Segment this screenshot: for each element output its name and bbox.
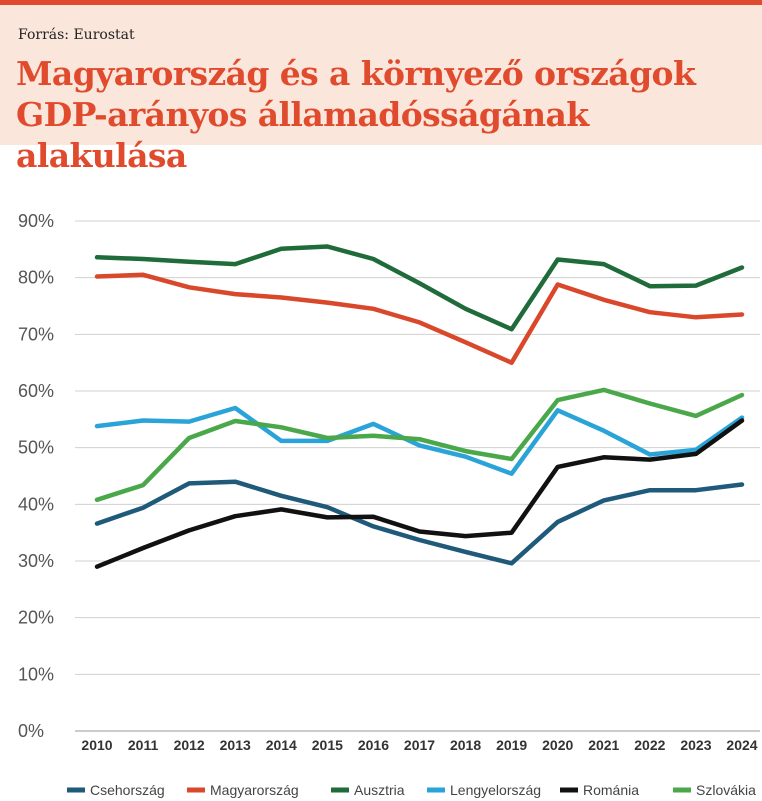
y-tick-label: 20%	[18, 608, 54, 628]
y-axis-ticks: 0% 10% 20% 30% 40% 50% 60% 70% 80% 90%	[18, 211, 54, 741]
series-line-lengyelorszag	[94, 405, 745, 476]
series-line-magyarorszag	[94, 272, 745, 365]
x-tick-label: 2018	[450, 737, 481, 753]
x-tick-label: 2024	[726, 737, 757, 753]
header-banner: Forrás: Eurostat Magyarország és a körny…	[0, 5, 762, 175]
legend-label-magyarorszag: Magyarország	[210, 782, 299, 798]
y-tick-label: 70%	[18, 324, 54, 344]
x-tick-label: 2012	[174, 737, 205, 753]
legend-label-lengyelorszag: Lengyelország	[450, 782, 541, 798]
chart-title: Magyarország és a környező országok GDP-…	[16, 53, 756, 176]
legend-label-ausztria: Ausztria	[354, 782, 405, 798]
x-tick-label: 2019	[496, 737, 527, 753]
grid-lines	[75, 220, 760, 732]
source-note: Forrás: Eurostat	[18, 27, 135, 43]
x-tick-label: 2017	[404, 737, 435, 753]
y-tick-label: 40%	[18, 494, 54, 514]
chart-title-line-2: GDP-arányos államadósságának alakulása	[16, 95, 589, 175]
series-lines	[94, 244, 745, 569]
x-axis-ticks: 2010 2011 2012 2013 2014 2015 2016 2017 2018 2019…	[81, 737, 757, 753]
x-tick-label: 2023	[680, 737, 711, 753]
y-tick-label: 50%	[18, 438, 54, 458]
series-line-szlovakia	[94, 387, 745, 503]
x-tick-label: 2013	[220, 737, 251, 753]
series-line-csehorszag	[94, 479, 745, 566]
legend-label-csehorszag: Csehország	[90, 782, 165, 798]
x-tick-label: 2014	[266, 737, 297, 753]
y-tick-label: 60%	[18, 381, 54, 401]
x-tick-label: 2010	[81, 737, 112, 753]
x-tick-label: 2021	[588, 737, 619, 753]
y-tick-label: 30%	[18, 551, 54, 571]
series-line-romania	[94, 418, 745, 569]
legend-label-romania: Románia	[583, 782, 639, 798]
legend: Csehország Magyarország Ausztria Lengyelors…	[67, 782, 756, 798]
x-tick-label: 2016	[358, 737, 389, 753]
top-accent-rule	[0, 0, 762, 5]
y-tick-label: 80%	[18, 268, 54, 288]
chart-title-line-1: Magyarország és a környező országok	[16, 54, 696, 93]
legend-label-szlovakia: Szlovákia	[696, 782, 756, 798]
y-tick-label: 10%	[18, 664, 54, 684]
x-tick-label: 2020	[542, 737, 573, 753]
x-tick-label: 2022	[634, 737, 665, 753]
x-tick-label: 2011	[128, 737, 159, 753]
series-line-ausztria	[94, 244, 745, 332]
y-tick-label: 0%	[18, 721, 44, 741]
x-tick-label: 2015	[312, 737, 343, 753]
y-tick-label: 90%	[18, 211, 54, 231]
